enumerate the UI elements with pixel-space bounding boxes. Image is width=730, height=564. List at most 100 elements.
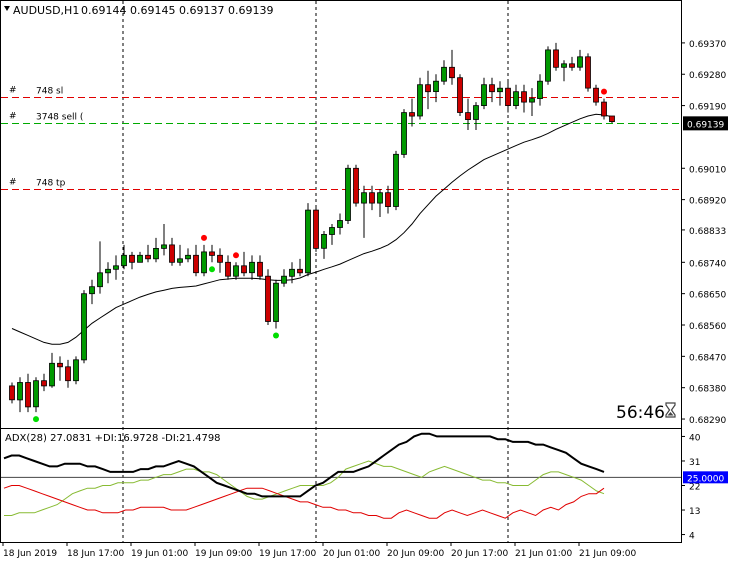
candle-body [73, 359, 79, 382]
price-tick-label: 0.68290 [689, 416, 726, 426]
candle[interactable] [33, 377, 39, 413]
candle[interactable] [257, 255, 263, 280]
candle[interactable] [537, 74, 543, 106]
candle[interactable] [289, 262, 295, 284]
candle[interactable] [561, 60, 567, 82]
candle[interactable] [185, 248, 191, 263]
candle[interactable] [489, 77, 495, 103]
candle[interactable] [465, 98, 471, 130]
candle[interactable] [313, 206, 319, 252]
candle-body [545, 49, 551, 82]
candle[interactable] [265, 269, 271, 325]
candle[interactable] [441, 60, 447, 85]
candle[interactable] [425, 70, 431, 110]
candle[interactable] [97, 241, 103, 294]
candle[interactable] [273, 279, 279, 329]
candle[interactable] [145, 244, 151, 263]
candle[interactable] [241, 251, 247, 277]
candle[interactable] [345, 164, 351, 224]
candle[interactable] [601, 98, 607, 120]
candle[interactable] [385, 185, 391, 214]
candle[interactable] [25, 373, 31, 413]
candle[interactable] [297, 258, 303, 277]
candle[interactable] [57, 356, 63, 381]
candle-body [609, 115, 615, 122]
candle[interactable] [473, 102, 479, 130]
candle[interactable] [513, 84, 519, 110]
candle[interactable] [393, 150, 399, 211]
time-axis[interactable]: 18 Jun 2019 18 Jun 17:00 19 Jun 01:00 19 Ju… [2, 542, 636, 559]
trade-levels[interactable]: #748 sl # 3748 sell (# 748 tp [1, 86, 681, 190]
candle[interactable] [361, 185, 367, 238]
candle[interactable] [65, 359, 71, 388]
candle-body [201, 251, 207, 274]
candle[interactable] [545, 46, 551, 85]
candle[interactable] [305, 203, 311, 277]
candle[interactable] [553, 42, 559, 71]
candle-body [81, 293, 87, 361]
price-tick-label: 0.69280 [689, 71, 726, 81]
symbol-label: AUDUSD,H1 [13, 4, 79, 17]
candle[interactable] [153, 237, 159, 263]
candle[interactable] [49, 352, 55, 388]
candle[interactable] [89, 279, 95, 305]
candle[interactable] [217, 248, 223, 273]
price-tick-label: 0.68560 [689, 322, 726, 332]
candle[interactable] [481, 77, 487, 110]
candle[interactable] [329, 224, 335, 245]
candles[interactable] [9, 42, 615, 413]
candle[interactable] [177, 244, 183, 266]
candle[interactable] [585, 53, 591, 92]
candle[interactable] [521, 84, 527, 113]
candle[interactable] [9, 382, 15, 404]
candle[interactable] [137, 251, 143, 263]
candle[interactable] [209, 244, 215, 263]
candle[interactable] [569, 56, 575, 71]
candle[interactable] [433, 74, 439, 103]
candle[interactable] [201, 244, 207, 277]
candle[interactable] [377, 189, 383, 218]
candle[interactable] [593, 84, 599, 106]
candle-body [473, 105, 479, 120]
candle[interactable] [193, 244, 199, 277]
candle[interactable] [321, 230, 327, 259]
candle[interactable] [401, 109, 407, 158]
candle[interactable] [161, 224, 167, 256]
candle[interactable] [169, 237, 175, 266]
candle[interactable] [81, 290, 87, 364]
candle-body [465, 112, 471, 120]
candle[interactable] [233, 262, 239, 280]
candle[interactable] [249, 255, 255, 280]
price-tick-label: 0.69190 [689, 103, 726, 113]
candle[interactable] [113, 255, 119, 280]
candle[interactable] [409, 98, 415, 127]
candle[interactable] [17, 377, 23, 413]
candle[interactable] [41, 373, 47, 392]
signal-dot-sell [201, 234, 207, 241]
candle[interactable] [497, 81, 503, 106]
candle[interactable] [121, 244, 127, 270]
candle[interactable] [337, 213, 343, 235]
candle[interactable] [353, 164, 359, 207]
candle-body [433, 80, 439, 92]
candle-body [593, 87, 599, 103]
candle[interactable] [225, 255, 231, 280]
candle[interactable] [457, 74, 463, 117]
candle[interactable] [73, 356, 79, 385]
candle[interactable] [505, 81, 511, 113]
candle[interactable] [417, 77, 423, 120]
adx-header: ADX(28) 27.0831 +DI:16.9728 -DI:21.4798 [5, 433, 221, 444]
price-axis[interactable]: 0.69370 0.69280 0.69190 0.69010 0.68920 0.688… [681, 40, 728, 426]
candle[interactable] [105, 262, 111, 284]
trade-level-hash: # [9, 178, 17, 188]
candle[interactable] [529, 88, 535, 117]
candle[interactable] [129, 251, 135, 270]
candle[interactable] [577, 49, 583, 71]
candle-body [25, 382, 31, 408]
candle[interactable] [449, 49, 455, 85]
candle-body [265, 275, 271, 322]
candle[interactable] [369, 185, 375, 211]
candle[interactable] [609, 115, 615, 123]
candle[interactable] [281, 269, 287, 287]
